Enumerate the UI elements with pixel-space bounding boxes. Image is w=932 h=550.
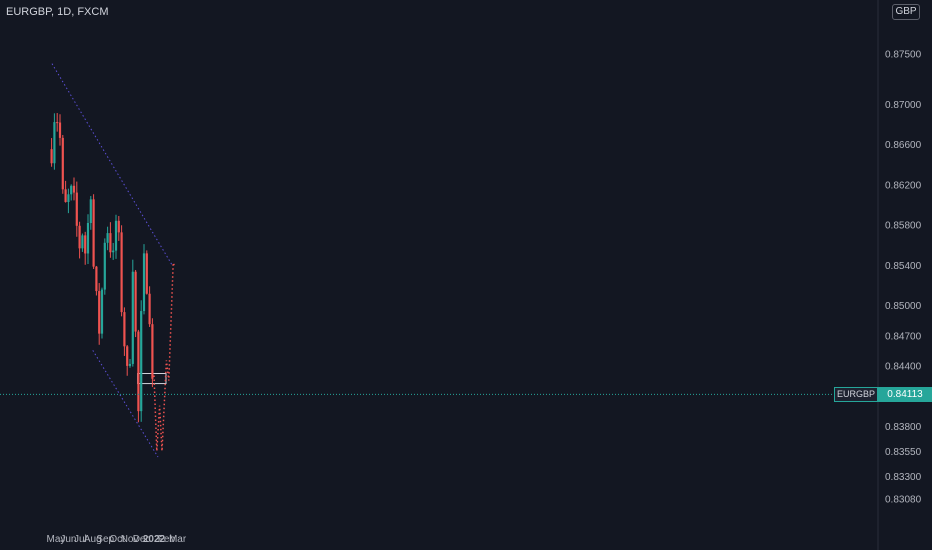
price-tick-label: 0.84700 [885,331,922,342]
time-tick-label: Sep [96,534,114,545]
time-tick-label: 2022 [143,534,166,545]
candle-body [75,192,78,226]
candle-body [86,223,90,254]
time-tick-label: Jul [74,534,87,545]
channel-upper-line [51,63,173,266]
candle-body [128,363,132,366]
symbol-title[interactable]: EURGBP, 1D, FXCM [6,6,109,18]
candle-body [148,293,151,325]
candle-body [103,242,106,290]
candle-body [120,232,123,313]
price-tick-label: 0.85400 [885,261,922,272]
time-tick-label: Aug [84,534,102,545]
time-tick-label: Dec [133,534,151,545]
candle-body [72,185,76,193]
price-axis[interactable]: 0.87500 0.87000 0.86600 0.86200 0.85800 0.854… [885,50,922,506]
time-tick-label: Oct [109,534,125,545]
candle-body [50,149,53,164]
candle-body [137,331,140,412]
candle-body [117,220,120,233]
candle-body [123,312,126,347]
candles [50,113,154,423]
candle-body [145,253,148,294]
candle-body [53,122,56,164]
candle-body [64,189,67,202]
candle-body [92,199,95,267]
price-tick-label: 0.83300 [885,472,922,483]
descending-channel[interactable] [51,63,173,458]
price-tick-label: 0.83550 [885,447,922,458]
price-tick-label: 0.87500 [885,50,922,61]
candle-body [78,225,81,249]
candle-body [81,235,84,249]
candle-body [70,185,73,195]
candle-body [100,289,104,334]
time-tick-label: May [47,534,66,545]
candle-body [95,266,98,292]
time-tick-label: Mar [169,534,187,545]
projection-path[interactable] [153,262,176,452]
candle-body [84,235,87,254]
candle-body [67,194,70,202]
channel-lower-line [92,350,159,458]
projection-polyline [153,262,176,452]
candle-body [58,122,62,138]
price-tick-label: 0.85800 [885,221,922,232]
time-tick-label: Feb [158,534,176,545]
candle-body [126,346,129,366]
price-tick-label: 0.85000 [885,301,922,312]
price-tick-label: 0.86200 [885,180,922,191]
candle-body [106,233,109,243]
last-price-symbol: EURGBP [834,387,878,402]
candle-body [61,137,64,190]
time-tick-label: Nov [121,534,139,545]
price-tick-label: 0.87000 [885,100,922,111]
candle-body [89,199,92,224]
time-tick-label: Jun [60,534,76,545]
candle-body [134,271,137,332]
last-price-badge: EURGBP 0.84113 [834,387,932,402]
candle-body [56,122,59,124]
price-tick-label: 0.84400 [885,361,922,372]
price-tick-label: 0.86600 [885,140,922,151]
candle-body [131,271,134,364]
last-price-value: 0.84113 [878,387,932,402]
candle-body [140,311,143,412]
currency-label[interactable]: GBP [892,4,920,20]
candle-body [98,291,101,334]
candle-body [142,253,146,312]
price-tick-label: 0.83800 [885,422,922,433]
price-tick-label: 0.83080 [885,494,922,505]
candle-body [151,324,154,379]
candle-body [114,220,118,251]
candle-body [112,250,115,253]
candle-body [109,233,112,253]
